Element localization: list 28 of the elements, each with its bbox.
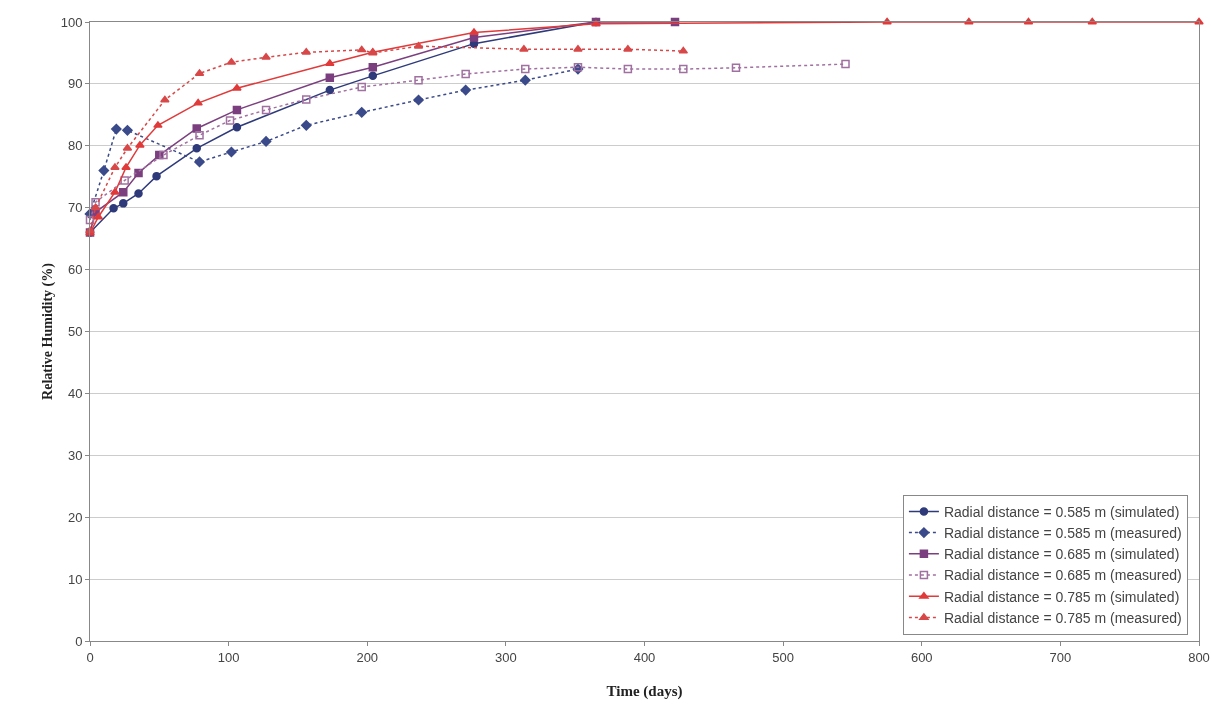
x-axis-title: Time (days): [606, 683, 683, 700]
y-tick-label: 60: [67, 262, 83, 278]
legend-label: Radial distance = 0.685 m (measured): [943, 567, 1182, 584]
y-tick-label: 10: [67, 571, 83, 587]
x-tick-label: 300: [495, 649, 517, 665]
x-tick-label: 400: [633, 649, 656, 665]
y-tick-label: 100: [60, 14, 83, 30]
x-tick-label: 200: [356, 649, 379, 665]
legend-label: Radial distance = 0.585 m (simulated): [943, 503, 1180, 520]
y-tick-label: 90: [67, 76, 83, 92]
x-tick-label: 500: [772, 649, 794, 665]
y-tick-label: 30: [67, 447, 83, 463]
x-tick-label: 0: [86, 649, 94, 665]
x-tick-label: 700: [1049, 649, 1072, 665]
legend-label: Radial distance = 0.785 m (simulated): [943, 588, 1180, 605]
y-tick-label: 0: [75, 633, 83, 649]
x-tick-label: 800: [1188, 649, 1210, 665]
legend-label: Radial distance = 0.685 m (simulated): [943, 546, 1180, 563]
y-axis-title: Relative Humidity (%): [40, 262, 56, 400]
y-tick-label: 40: [67, 385, 83, 401]
x-tick-label: 600: [910, 649, 933, 665]
legend-label: Radial distance = 0.785 m (measured): [943, 609, 1182, 626]
y-tick-label: 20: [67, 509, 83, 525]
y-tick-label: 50: [67, 324, 83, 340]
y-tick-label: 80: [67, 138, 83, 154]
legend-label: Radial distance = 0.585 m (measured): [943, 525, 1182, 542]
y-tick-label: 70: [67, 200, 83, 216]
x-tick-label: 100: [217, 649, 240, 665]
